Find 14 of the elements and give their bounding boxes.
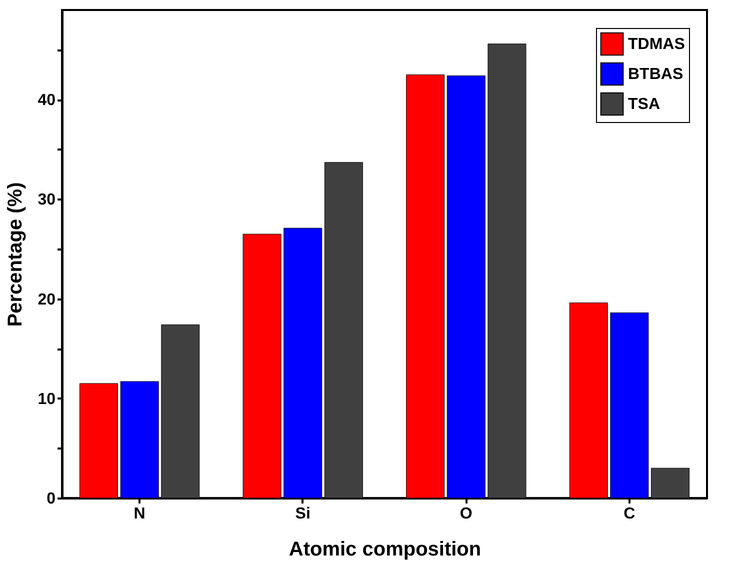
legend-label: TSA [628, 96, 660, 113]
x-tick-label: N [134, 506, 146, 522]
legend-label: BTBAS [628, 66, 684, 83]
y-tick-label: 10 [38, 390, 56, 408]
y-axis-title: Percentage (%) [4, 182, 27, 327]
x-tick-label: C [624, 506, 636, 522]
x-tick-label: O [460, 506, 472, 522]
legend-label: TDMAS [628, 36, 686, 53]
x-axis-title: Atomic composition [288, 538, 482, 560]
y-tick-label: 0 [46, 490, 56, 508]
y-tick-label: 30 [38, 192, 56, 209]
y-tick-label: 20 [38, 291, 56, 308]
y-tick-label: 40 [38, 92, 56, 110]
x-tick-label: Si [295, 506, 310, 522]
